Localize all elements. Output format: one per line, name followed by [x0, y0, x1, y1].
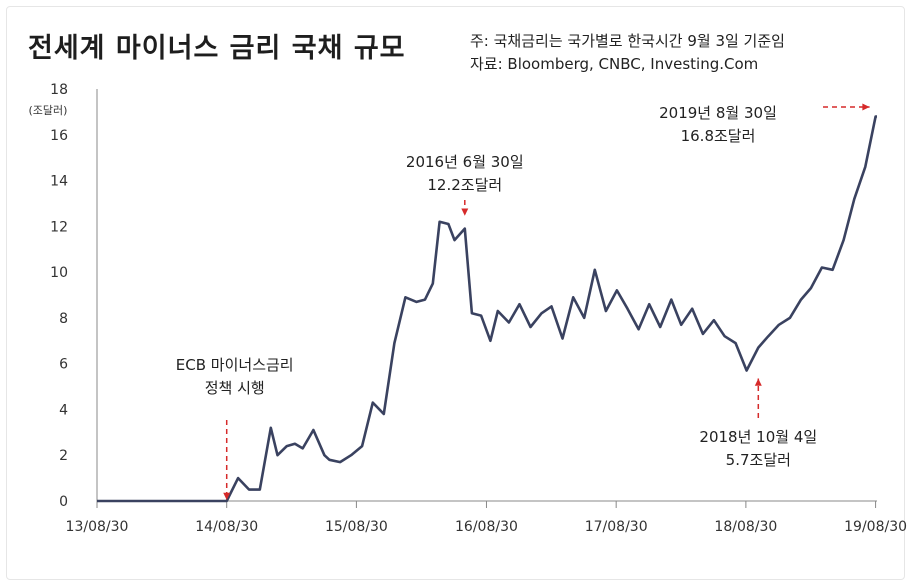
y-tick-label: 2	[59, 448, 68, 464]
annotation-label: 2019년 8월 30일	[659, 104, 777, 122]
annotation-label: ECB 마이너스금리	[176, 356, 294, 374]
y-tick-label: 14	[50, 174, 68, 190]
annotation-arrow-head	[223, 492, 231, 500]
y-unit-label: (조달러)	[29, 104, 68, 117]
y-tick-label: 12	[50, 219, 68, 235]
annotation-arrow-head	[754, 378, 762, 386]
annotation-label: 12.2조달러	[427, 176, 502, 194]
chart-source: 자료: Bloomberg, CNBC, Investing.Com	[470, 55, 759, 73]
x-tick-label: 18/08/30	[714, 519, 777, 535]
chart-title: 전세계 마이너스 금리 국채 규모	[28, 33, 406, 64]
y-tick-label: 6	[59, 357, 68, 373]
series-layer	[97, 115, 877, 503]
x-tick-label: 15/08/30	[325, 519, 388, 535]
x-tick-label: 17/08/30	[585, 519, 648, 535]
y-tick-label: 18	[50, 82, 68, 98]
annotation-label: 2018년 10월 4일	[699, 428, 817, 446]
x-tick-label: 16/08/30	[455, 519, 518, 535]
chart-card	[6, 6, 905, 580]
x-tick-label: 13/08/30	[66, 519, 129, 535]
y-tick-label: 8	[59, 311, 68, 327]
y-tick-label: 16	[50, 128, 68, 144]
y-tick-label: 10	[50, 265, 68, 281]
y-axis: 0 2 4 6 8 10 12 14 16 18 (조달러)	[29, 82, 98, 510]
y-tick-label: 0	[59, 494, 68, 510]
y-tick-label: 4	[59, 402, 68, 418]
chart-note: 주: 국채금리는 국가별로 한국시간 9월 3일 기준임	[470, 32, 785, 50]
annotation-arrow-head	[461, 208, 469, 216]
annotation-arrow-head	[862, 103, 870, 111]
annotation-label: 정책 시행	[205, 379, 265, 397]
x-tick-label: 19/08/30	[844, 519, 907, 535]
annotation-label: 16.8조달러	[681, 127, 756, 145]
annotation-label: 2016년 6월 30일	[406, 153, 524, 171]
x-axis: 13/08/30 14/08/30 15/08/30 16/08/30 17/08/30…	[66, 500, 907, 535]
x-tick-label: 14/08/30	[195, 519, 258, 535]
annotation-label: 5.7조달러	[726, 451, 791, 469]
series-line	[97, 115, 877, 503]
